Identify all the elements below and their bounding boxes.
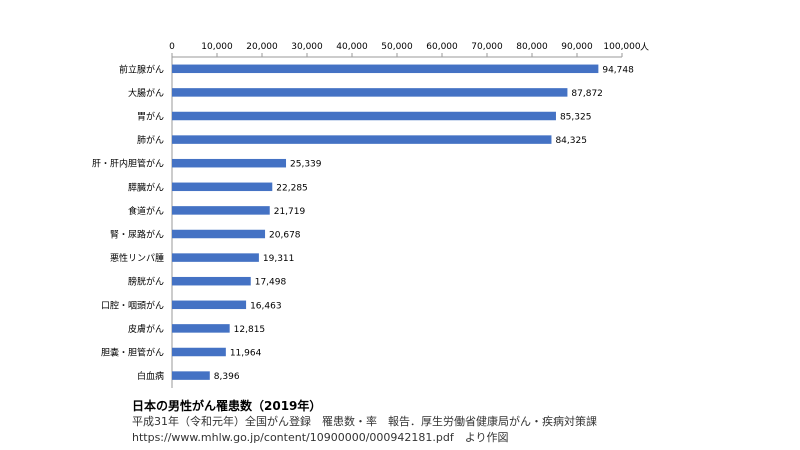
x-tick-label: 0 bbox=[169, 42, 175, 52]
category-label: 肝・肝内胆管がん bbox=[92, 158, 164, 170]
category-label: 膀胱がん bbox=[128, 276, 164, 288]
x-tick-label: 80,000 bbox=[516, 42, 548, 52]
category-label: 胆嚢・胆管がん bbox=[101, 347, 164, 359]
bar bbox=[172, 347, 226, 357]
bar-value-label: 25,339 bbox=[290, 160, 322, 170]
x-tick-label: 10,000 bbox=[201, 42, 233, 52]
bar-value-label: 16,463 bbox=[250, 301, 282, 311]
x-tick-label: 30,000 bbox=[291, 42, 323, 52]
category-label: 肺がん bbox=[137, 134, 164, 146]
category-label: 悪性リンパ腫 bbox=[110, 252, 164, 264]
category-label: 腎・尿路がん bbox=[110, 229, 164, 241]
bar bbox=[172, 324, 230, 333]
bar bbox=[172, 64, 599, 74]
bar bbox=[172, 135, 552, 144]
category-label: 膵臓がん bbox=[128, 181, 164, 193]
bar-chart: 0 10,000 20,000 30,000 40,000 50,000 60,000 70,… bbox=[92, 42, 649, 388]
bar bbox=[172, 88, 568, 97]
bar bbox=[172, 158, 287, 168]
bar-value-label: 94,748 bbox=[602, 65, 634, 75]
bar bbox=[172, 182, 273, 192]
bar bbox=[172, 371, 210, 380]
bar-value-label: 87,872 bbox=[571, 89, 603, 99]
chart-title: 日本の男性がん罹患数（2019年） bbox=[132, 399, 322, 413]
x-tick-label: 60,000 bbox=[426, 42, 458, 52]
x-tick-label: 100,000 bbox=[603, 42, 640, 52]
x-tick-label: 40,000 bbox=[336, 42, 368, 52]
category-label: 白血病 bbox=[137, 370, 164, 382]
category-label: 大腸がん bbox=[128, 87, 164, 99]
x-tick-label: 70,000 bbox=[471, 42, 503, 52]
bar-value-label: 20,678 bbox=[269, 231, 301, 241]
category-label: 食道がん bbox=[128, 205, 164, 217]
bar-value-label: 21,719 bbox=[274, 207, 306, 217]
bar-value-label: 17,498 bbox=[255, 278, 287, 288]
axis-unit-label: 人 bbox=[640, 42, 649, 53]
category-label: 前立腺がん bbox=[119, 63, 164, 75]
x-tick-label: 50,000 bbox=[381, 42, 413, 52]
bar-value-label: 85,325 bbox=[560, 113, 592, 123]
bar bbox=[172, 253, 259, 262]
bar-value-label: 19,311 bbox=[263, 254, 295, 264]
bar bbox=[172, 206, 270, 215]
category-label: 皮膚がん bbox=[128, 323, 164, 335]
bar-value-label: 22,285 bbox=[276, 183, 308, 193]
bar-value-label: 84,325 bbox=[555, 136, 587, 146]
bar-value-label: 12,815 bbox=[234, 325, 265, 335]
bar bbox=[172, 276, 251, 286]
bar bbox=[172, 229, 266, 239]
x-tick-label: 20,000 bbox=[246, 42, 278, 52]
bar-value-label: 8,396 bbox=[214, 372, 240, 382]
source-line-2: https://www.mhlw.go.jp/content/10900000/… bbox=[132, 431, 509, 444]
x-tick-label: 90,000 bbox=[561, 42, 593, 52]
chart-caption: 日本の男性がん罹患数（2019年） 平成31年（令和元年）全国がん登録 罹患数・… bbox=[132, 398, 792, 446]
category-label: 口腔・咽頭がん bbox=[101, 299, 164, 311]
category-label: 胃がん bbox=[137, 111, 164, 123]
bar bbox=[172, 111, 556, 121]
bar-value-label: 11,964 bbox=[230, 349, 262, 359]
source-line-1: 平成31年（令和元年）全国がん登録 罹患数・率 報告．厚生労働省健康局がん・疾病… bbox=[132, 415, 597, 428]
bar bbox=[172, 300, 247, 310]
